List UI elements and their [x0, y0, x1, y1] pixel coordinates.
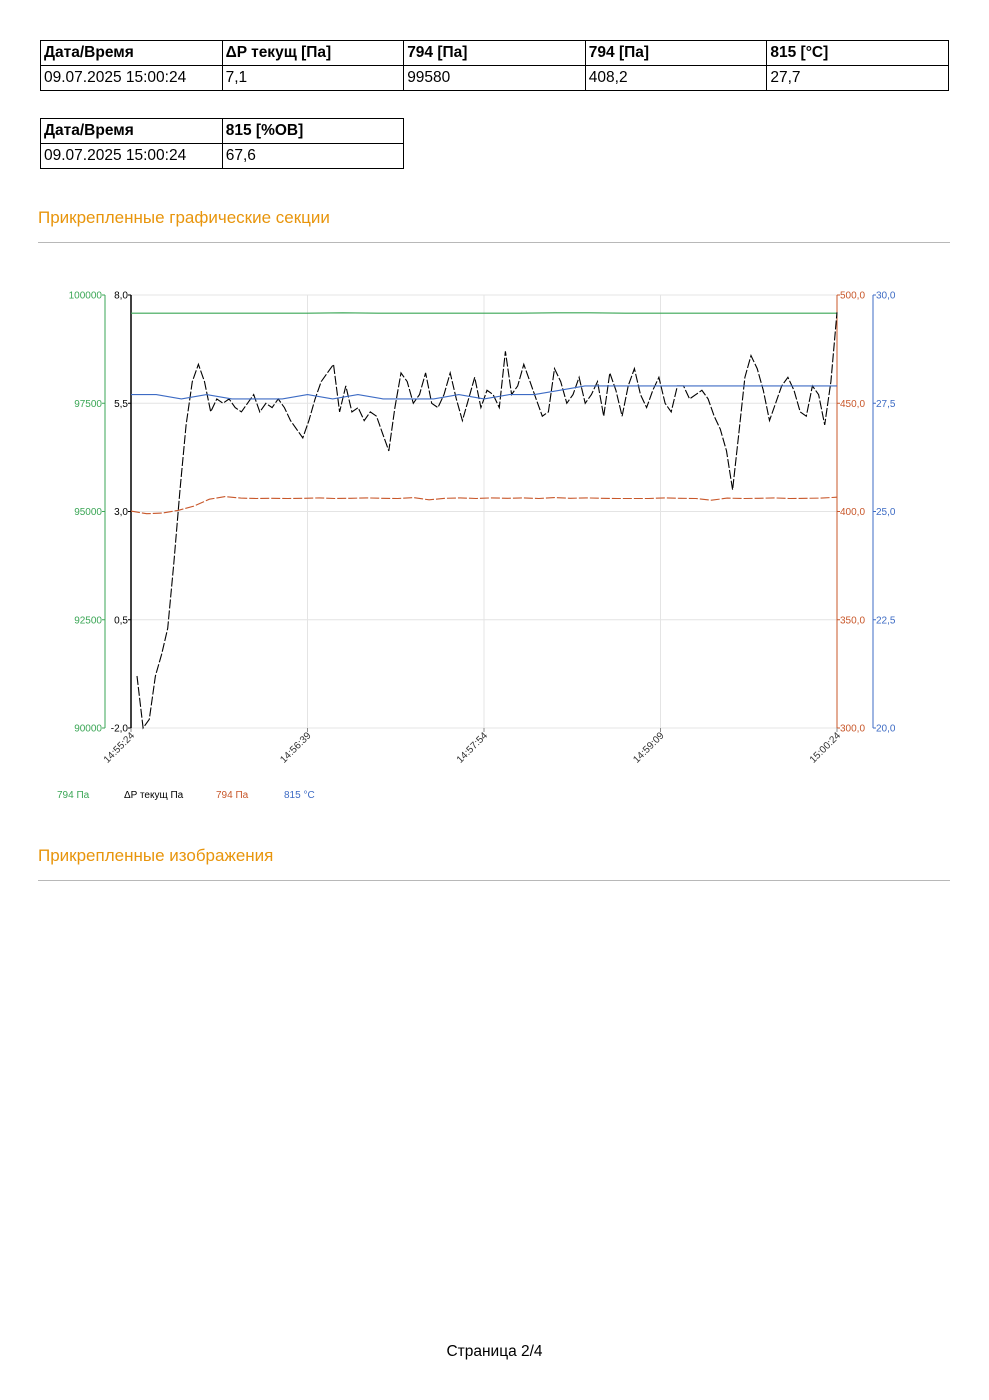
table-cell: 7,1 — [221, 65, 405, 91]
axis-tick-label: 22,5 — [876, 615, 896, 626]
table-row: 09.07.2025 15:00:24 67,6 — [40, 143, 405, 169]
legend-entry: 794 Па — [57, 790, 90, 801]
legend-entry: 794 Па — [216, 790, 249, 801]
table-header-row: Дата/Время ΔP текущ [Па] 794 [Па] 794 [П… — [40, 40, 949, 66]
axis-tick-label: 450,0 — [840, 399, 865, 410]
header-cell-dp: ΔP текущ [Па] — [221, 40, 405, 66]
series-line — [130, 496, 838, 515]
x-tick-label: 15:00:24 — [808, 730, 844, 766]
measurements-table: Дата/Время ΔP текущ [Па] 794 [Па] 794 [П… — [40, 40, 949, 91]
section-divider — [38, 880, 950, 881]
page-number: Страница 2/4 — [446, 1343, 543, 1360]
axis-tick-label: 5,5 — [114, 399, 128, 410]
axis-tick-label: 97500 — [74, 399, 102, 410]
x-tick-label: 14:56:39 — [278, 730, 314, 766]
table-row: 09.07.2025 15:00:24 7,1 99580 408,2 27,7 — [40, 65, 949, 91]
measurement-chart: 100000 97500 95000 92500 90000 8,0 5,5 3,0 0,5 -2… — [57, 291, 896, 802]
axis-tick-label: 20,0 — [876, 724, 896, 735]
header-cell-815-c: 815 [°C] — [766, 40, 949, 66]
table-cell: 27,7 — [766, 65, 949, 91]
header-cell-datetime: Дата/Время — [40, 40, 223, 66]
series-line — [136, 312, 838, 730]
axis-tick-label: 92500 — [74, 615, 102, 626]
header-cell-datetime: Дата/Время — [40, 118, 223, 144]
axis-tick-label: 30,0 — [876, 291, 896, 302]
header-cell-815-rh: 815 [%ОВ] — [221, 118, 405, 144]
axis-tick-label: 400,0 — [840, 507, 865, 518]
table-cell: 408,2 — [584, 65, 768, 91]
axis-tick-label: 25,0 — [876, 507, 896, 518]
header-cell-794-pa-2: 794 [Па] — [584, 40, 768, 66]
axis-tick-label: 90000 — [74, 724, 102, 735]
table-cell: 09.07.2025 15:00:24 — [40, 143, 223, 169]
axis-tick-label: 300,0 — [840, 724, 865, 735]
legend-entry: 815 °C — [284, 790, 315, 801]
header-cell-794-pa: 794 [Па] — [403, 40, 586, 66]
axis-tick-label: 27,5 — [876, 399, 896, 410]
axis-tick-label: 100000 — [69, 291, 103, 302]
table-cell: 09.07.2025 15:00:24 — [40, 65, 223, 91]
axis-tick-label: 500,0 — [840, 291, 865, 302]
legend-entry: ΔP текущ Па — [124, 790, 184, 801]
axis-tick-label: 95000 — [74, 507, 102, 518]
axis-tick-label: 3,0 — [114, 507, 128, 518]
axis-tick-label: 350,0 — [840, 615, 865, 626]
humidity-table: Дата/Время 815 [%ОВ] 09.07.2025 15:00:24… — [40, 118, 405, 169]
series-line — [131, 385, 837, 400]
images-section-title: Прикрепленные изображения — [38, 846, 274, 865]
axis-tick-label: 8,0 — [114, 291, 128, 302]
graphics-section-title: Прикрепленные графические секции — [38, 208, 330, 227]
section-divider — [38, 242, 950, 243]
axis-tick-label: -2,0 — [111, 724, 129, 735]
table-cell: 67,6 — [221, 143, 405, 169]
x-tick-label: 14:57:54 — [455, 730, 491, 766]
x-tick-label: 14:59:09 — [631, 730, 667, 766]
axis-tick-label: 0,5 — [114, 615, 128, 626]
table-header-row: Дата/Время 815 [%ОВ] — [40, 118, 405, 144]
x-tick-label: 14:55:24 — [102, 730, 138, 766]
table-cell: 99580 — [403, 65, 586, 91]
